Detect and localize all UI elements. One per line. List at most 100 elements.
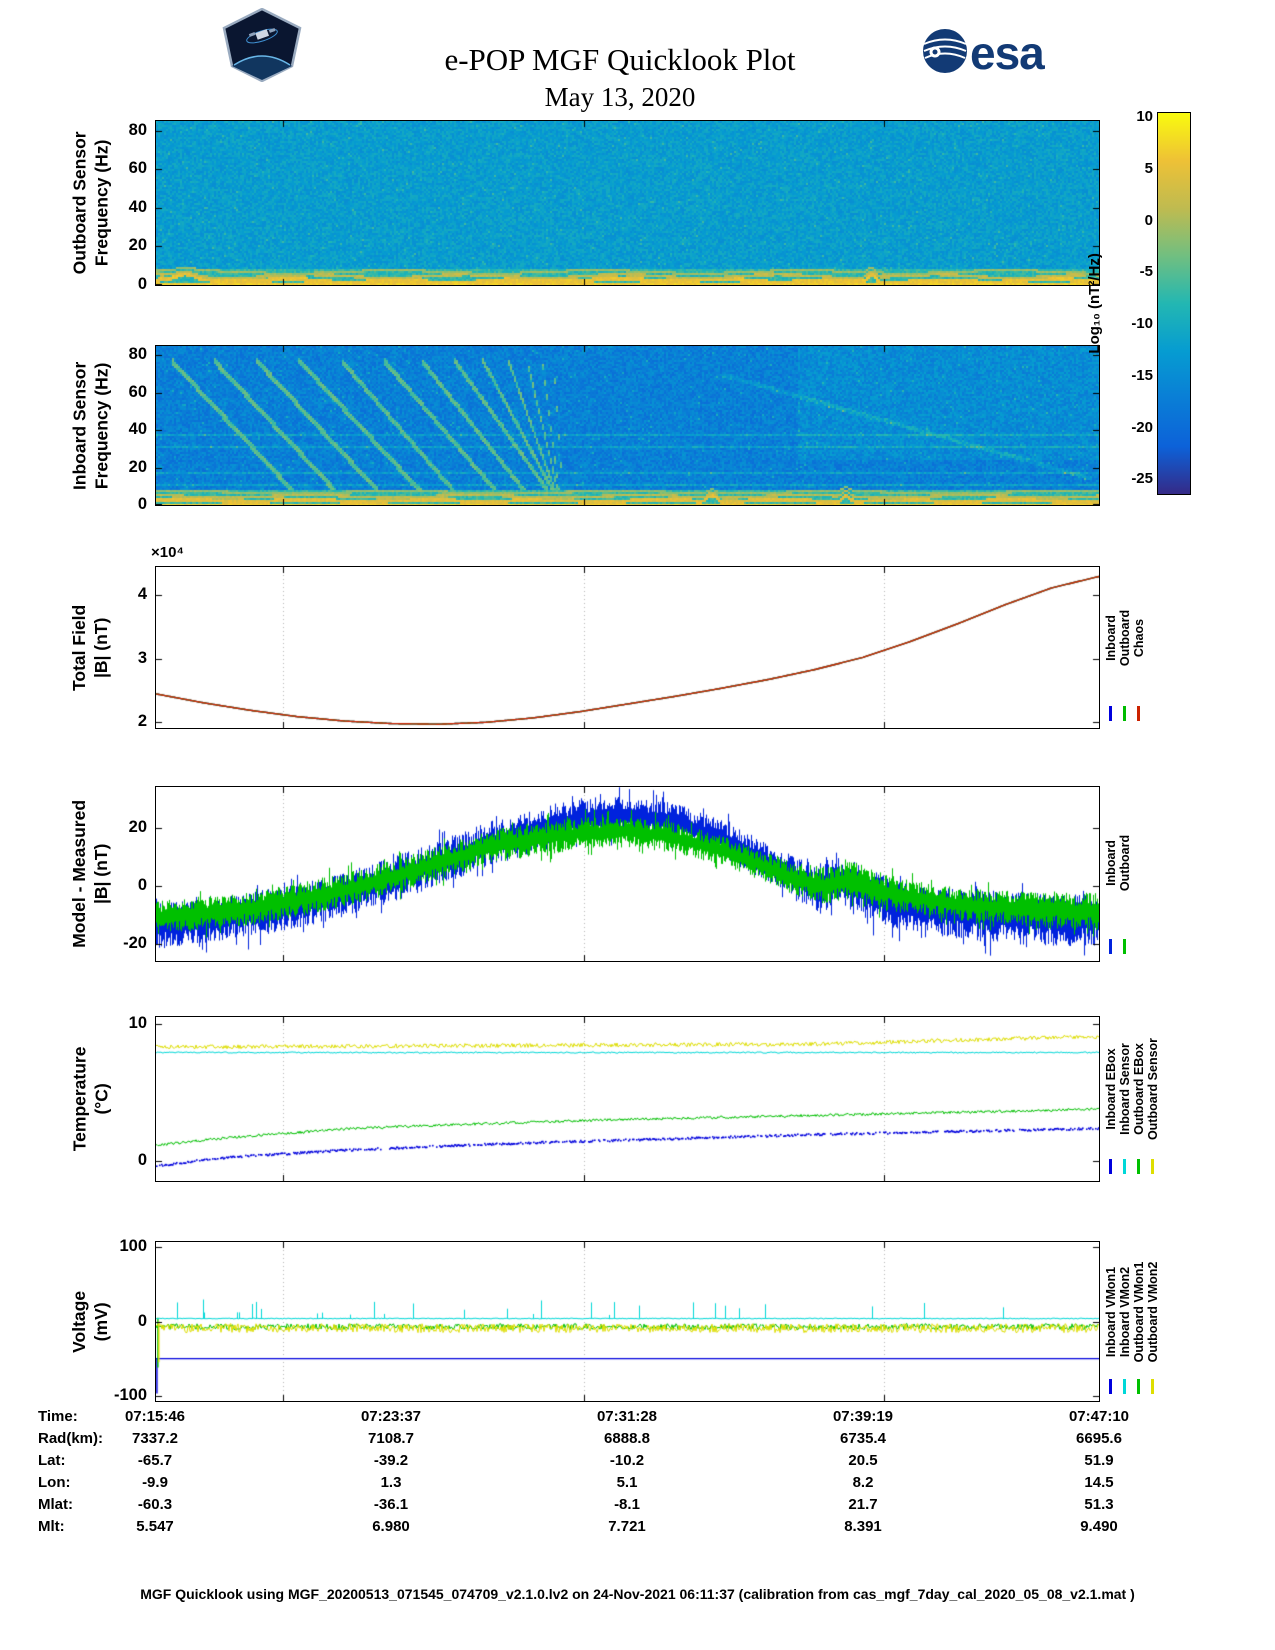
table-value: -39.2	[373, 1452, 409, 1469]
table-value: 07:31:28	[596, 1408, 658, 1425]
table-value: 5.547	[136, 1518, 174, 1535]
colorbar-axis-label: Log₁₀ (nT²/Hz)	[1083, 112, 1107, 495]
voltage-ytick: -100	[113, 1385, 147, 1404]
table-value: -10.2	[609, 1452, 645, 1469]
table-value: -60.3	[137, 1496, 173, 1513]
colorbar-tick: -5	[1139, 263, 1153, 281]
voltage-plot-canvas	[156, 1242, 1099, 1401]
table-value: 51.3	[1084, 1496, 1114, 1513]
table-value: -65.7	[137, 1452, 173, 1469]
temperature-legend-item: Inboard Sensor	[1117, 1016, 1132, 1182]
outboard-spectrogram-ytick: 80	[128, 120, 147, 139]
voltage-legend-item: Inboard VMon2	[1118, 1241, 1132, 1402]
model-minus-measured-plot-canvas	[156, 787, 1099, 961]
temperature-legend-label: Inboard Sensor	[1117, 1043, 1132, 1135]
inboard-spectrogram-axis-label: Inboard Sensor Frequency (Hz)	[64, 345, 118, 506]
temperature-panel	[155, 1016, 1100, 1182]
voltage-legend-label: Outboard VMon2	[1145, 1261, 1160, 1363]
temperature-legend-label: Outboard Sensor	[1145, 1037, 1160, 1141]
model-minus-measured-legend-color-sample	[1109, 939, 1112, 954]
table-value: 07:15:46	[124, 1408, 186, 1425]
table-row-label: Time:	[38, 1408, 78, 1425]
model-minus-measured-legend: Inboard Outboard	[1103, 786, 1132, 962]
colorbar-axis-label-text: Log₁₀ (nT²/Hz)	[1085, 253, 1103, 354]
voltage-legend-item: Inboard VMon1	[1104, 1241, 1118, 1402]
table-value: 8.2	[852, 1474, 874, 1491]
voltage-ytick: 0	[137, 1311, 147, 1330]
temperature-legend-label: Outboard EBox	[1131, 1043, 1146, 1135]
total-field-scale-label: ×10⁴	[151, 544, 184, 561]
total-field-plot-canvas	[156, 567, 1099, 728]
temperature-legend-item: Inboard EBox	[1104, 1016, 1118, 1182]
temperature-axis-label-text: Temperature (°C)	[69, 1046, 111, 1152]
model-minus-measured-legend-item: Inboard	[1103, 786, 1118, 962]
inboard-spectrogram-ytick: 0	[137, 495, 147, 513]
table-value: 07:23:37	[360, 1408, 422, 1425]
table-value: 6.980	[372, 1518, 410, 1535]
page-date: May 13, 2020	[544, 82, 696, 112]
total-field-axis-label-text: Total Field |B| (nT)	[69, 604, 112, 691]
colorbar-tick: -15	[1131, 366, 1153, 384]
voltage-axis-label-text: Voltage (mV)	[69, 1290, 112, 1353]
total-field-legend-item: Outboard	[1118, 566, 1132, 729]
table-value: 6735.4	[840, 1430, 886, 1447]
voltage-panel	[155, 1241, 1100, 1402]
model-minus-measured-legend-color-sample	[1123, 939, 1126, 954]
colorbar-tick: -20	[1131, 418, 1153, 436]
table-value: 7337.2	[132, 1430, 178, 1447]
inboard-spectrogram-ytick: 20	[128, 457, 147, 476]
voltage-legend-color-sample	[1109, 1379, 1112, 1394]
outboard-spectrogram-axis-label: Outboard Sensor Frequency (Hz)	[64, 120, 118, 286]
colorbar-tick: 0	[1144, 211, 1153, 229]
model-minus-measured-legend-label: Inboard	[1103, 840, 1118, 887]
inboard-spectrogram-plot-canvas	[156, 346, 1099, 505]
voltage-ytick: 100	[119, 1237, 147, 1256]
table-value: 6695.6	[1076, 1430, 1122, 1447]
table-value: 07:47:10	[1068, 1408, 1130, 1425]
model-minus-measured-axis-label-text: Model - Measured |B| (nT)	[69, 800, 111, 948]
table-row: Lon: -9.9 1.3 5.1 8.2 14.5	[0, 1474, 1275, 1496]
temperature-legend-item: Outboard EBox	[1131, 1016, 1146, 1182]
table-value: -8.1	[614, 1496, 640, 1513]
table-value: 9.490	[1080, 1518, 1118, 1535]
total-field-legend-color-sample	[1109, 706, 1112, 721]
table-row: Lat: -65.7 -39.2 -10.2 20.5 51.9	[0, 1452, 1275, 1474]
temperature-legend-color-sample	[1151, 1159, 1154, 1174]
colorbar-tick: -10	[1131, 315, 1153, 333]
table-value: 14.5	[1084, 1474, 1114, 1491]
table-value: 20.5	[848, 1452, 878, 1469]
temperature-ytick: 0	[137, 1150, 147, 1169]
total-field-ytick: 3	[137, 648, 147, 667]
voltage-legend-color-sample	[1137, 1379, 1140, 1394]
inboard-spectrogram-ytick: 60	[128, 382, 147, 401]
table-value: 1.3	[380, 1474, 402, 1491]
esa-wordmark: esa	[970, 27, 1045, 79]
model-minus-measured-legend-item: Outboard	[1118, 786, 1132, 962]
model-minus-measured-ytick: -20	[123, 933, 147, 952]
temperature-legend-color-sample	[1137, 1159, 1140, 1174]
outboard-spectrogram-plot-canvas	[156, 121, 1099, 285]
table-row: Time: 07:15:46 07:23:37 07:31:28 07:39:19 07:…	[0, 1408, 1275, 1430]
outboard-spectrogram-ytick: 60	[128, 159, 147, 178]
voltage-axis-label: Voltage (mV)	[64, 1241, 118, 1402]
total-field-legend-label: Chaos	[1131, 618, 1146, 657]
cassiope-mission-patch-icon	[222, 7, 302, 87]
inboard-spectrogram-axis-label-text: Inboard Sensor Frequency (Hz)	[69, 361, 112, 490]
total-field-legend-item: Inboard	[1104, 566, 1118, 729]
ephemeris-table: Time: 07:15:46 07:23:37 07:31:28 07:39:19 07:…	[0, 1408, 1275, 1540]
table-row: Mlat: -60.3 -36.1 -8.1 21.7 51.3	[0, 1496, 1275, 1518]
total-field-axis-label: Total Field |B| (nT)	[64, 566, 118, 729]
voltage-legend-color-sample	[1151, 1379, 1154, 1394]
voltage-legend-item: Outboard VMon2	[1145, 1241, 1160, 1402]
total-field-ytick: 4	[137, 585, 147, 604]
table-value: 8.391	[844, 1518, 882, 1535]
temperature-legend-color-sample	[1123, 1159, 1126, 1174]
table-value: 5.1	[616, 1474, 638, 1491]
colorbar-tick: 10	[1136, 108, 1153, 126]
table-value: 6888.8	[604, 1430, 650, 1447]
page-title: e-POP MGF Quicklook Plot	[444, 42, 796, 77]
voltage-legend-label: Outboard VMon1	[1131, 1261, 1146, 1363]
total-field-legend: Inboard Outboard Chaos	[1104, 566, 1146, 729]
